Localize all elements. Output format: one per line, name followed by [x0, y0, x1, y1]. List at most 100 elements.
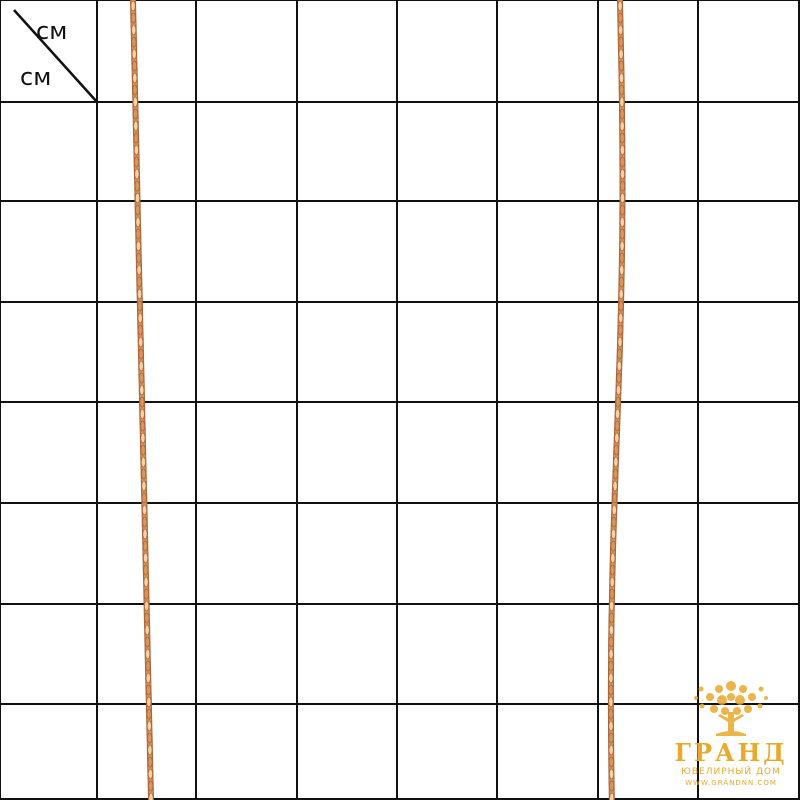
- chain-link: [608, 744, 614, 756]
- chain-link: [619, 180, 626, 192]
- tree-icon: [694, 681, 768, 736]
- chain-link: [613, 444, 619, 456]
- chain-link: [140, 432, 146, 444]
- chain-link: [614, 432, 620, 444]
- chain-link: [608, 756, 614, 768]
- chain-link: [147, 744, 153, 756]
- chain-link: [132, 96, 138, 108]
- chain-link: [611, 516, 617, 528]
- chain-link: [611, 504, 617, 516]
- chain-link: [137, 288, 143, 300]
- chain-link: [618, 288, 624, 300]
- chain-link: [135, 216, 141, 228]
- chain-link: [609, 588, 615, 600]
- chain-link: [619, 192, 626, 204]
- chain-link: [141, 480, 147, 492]
- chain-link: [140, 456, 146, 468]
- chain-link: [619, 228, 625, 240]
- brand-website: WWW.GRANDNN.COM: [685, 779, 777, 787]
- chain-link: [619, 156, 626, 168]
- chain-link: [614, 420, 620, 432]
- chain-link: [136, 264, 142, 276]
- chain-link: [608, 720, 614, 732]
- chain-link: [143, 588, 149, 600]
- chain-link: [619, 108, 625, 120]
- chain-link: [617, 0, 623, 12]
- chain-link: [612, 492, 618, 504]
- chain-link: [131, 36, 137, 48]
- chain-link: [608, 732, 614, 744]
- chain-link: [608, 684, 614, 696]
- unit-label-vertical: см: [20, 63, 52, 91]
- chain-link: [145, 684, 152, 696]
- chain-link: [134, 156, 140, 168]
- chain-link: [130, 12, 136, 24]
- chain-link: [608, 696, 614, 708]
- chain-link: [619, 204, 626, 216]
- chain-link: [614, 408, 621, 420]
- chain-link: [608, 624, 615, 636]
- chain-link: [135, 228, 141, 240]
- chain-link: [608, 708, 614, 720]
- chain-link: [619, 252, 625, 264]
- chain-link: [144, 600, 150, 612]
- chain-link: [132, 84, 138, 96]
- chain-link: [144, 624, 150, 636]
- chain-link: [147, 768, 153, 780]
- chain-link: [145, 660, 151, 672]
- chain-link: [138, 348, 144, 360]
- chain-link: [619, 96, 625, 108]
- chain-link: [610, 528, 617, 540]
- chain-link: [610, 552, 616, 564]
- unit-label-horizontal: см: [36, 17, 68, 45]
- chain-link: [618, 36, 624, 48]
- chain-link: [619, 120, 625, 132]
- chain-link: [132, 72, 138, 84]
- chain-link: [619, 216, 625, 228]
- chain-link: [619, 144, 626, 156]
- chain-link: [134, 168, 140, 180]
- chain-link: [141, 468, 147, 480]
- chain-link: [612, 468, 619, 480]
- chain-link: [619, 240, 625, 252]
- chain-link: [131, 48, 137, 60]
- chain-link: [134, 180, 140, 192]
- chain-link: [608, 672, 614, 684]
- chain-link: [608, 636, 614, 648]
- chain-link: [608, 648, 614, 660]
- chain-link: [133, 108, 139, 120]
- chain-link: [146, 696, 152, 708]
- chain-link: [618, 60, 624, 72]
- chain-link: [144, 636, 150, 648]
- chain-link: [617, 336, 623, 348]
- chain-link: [617, 324, 624, 336]
- chain-link: [133, 132, 139, 144]
- chain-link: [133, 120, 139, 132]
- chain-link: [138, 336, 144, 348]
- chain-link: [143, 564, 149, 576]
- chain-link: [136, 252, 142, 264]
- chain-link: [617, 12, 624, 24]
- chain-link: [609, 564, 616, 576]
- chain-link: [619, 264, 625, 276]
- chain-link: [139, 396, 145, 408]
- chain-link: [138, 372, 145, 384]
- chain-link: [619, 168, 626, 180]
- chain-link: [617, 24, 624, 36]
- chain-link: [142, 540, 148, 552]
- chain-link: [608, 768, 615, 780]
- chain-link: [610, 540, 616, 552]
- chain-link: [616, 360, 622, 372]
- chain-link: [608, 660, 614, 672]
- chain-link: [139, 384, 145, 396]
- chain-link: [146, 720, 152, 732]
- chain-link: [608, 780, 615, 792]
- chain-link: [137, 300, 143, 312]
- chain-link: [618, 312, 624, 324]
- chain-link: [137, 324, 143, 336]
- brand-tagline: ЮВЕЛИРНЫЙ ДОМ: [681, 767, 781, 777]
- chain-link: [130, 0, 136, 12]
